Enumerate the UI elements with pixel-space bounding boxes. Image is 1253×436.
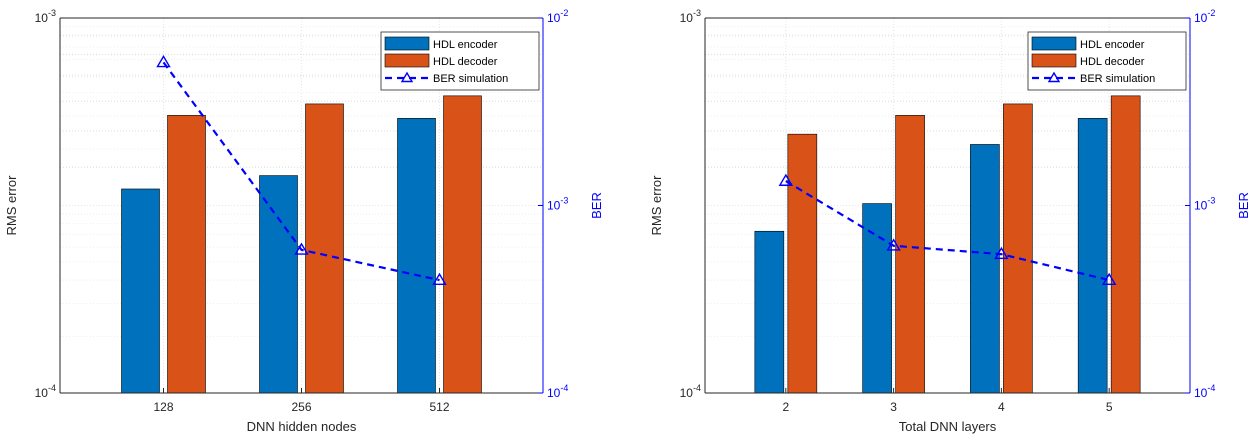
legend-label: HDL decoder — [433, 56, 498, 68]
bar-hdl-decoder — [443, 95, 482, 394]
y2-axis-label: BER — [1236, 192, 1251, 219]
legend-swatch — [384, 36, 430, 51]
ber-simulation-line — [785, 180, 1110, 282]
y-axis-label: RMS error — [4, 175, 19, 236]
x-tick-label: 4 — [998, 400, 1005, 414]
bar-hdl-encoder — [259, 175, 298, 394]
x-tick-label: 3 — [890, 400, 897, 414]
legend-swatch — [1031, 36, 1077, 51]
legend-marker — [1047, 71, 1061, 83]
legend: HDL encoder HDL decoder BER simulation — [1027, 31, 1187, 91]
y2-tick-label: 10-2 — [1194, 8, 1215, 25]
bar-hdl-encoder — [121, 188, 160, 394]
bar-hdl-decoder — [167, 115, 206, 394]
chart-panel-2: 10-4 10-3 10-4 10-3 10-2 2 3 4 5 Total DNN layers… — [649, 8, 1251, 434]
bar-hdl-encoder — [754, 230, 785, 394]
y2-tick-label: 10-3 — [1194, 196, 1215, 213]
y-tick-label: 10-3 — [35, 8, 56, 25]
ber-simulation-line — [162, 61, 440, 282]
legend-marker — [400, 71, 414, 83]
y-axis-label: RMS error — [649, 175, 664, 236]
gridlines — [705, 17, 1190, 394]
ber-simulation-point — [994, 246, 1009, 260]
bar-hdl-decoder — [1110, 95, 1141, 394]
legend-label: HDL encoder — [433, 39, 498, 51]
legend-label: BER simulation — [433, 73, 508, 85]
y2-tick-label: 10-3 — [547, 196, 568, 213]
bars — [754, 95, 1141, 394]
y-tick-label: 10-3 — [680, 8, 701, 25]
x-tick-label: 2 — [782, 400, 789, 414]
ber-simulation-point — [1101, 272, 1117, 286]
x-tick-label: 128 — [153, 400, 173, 414]
y2-tick-label: 10-2 — [547, 8, 568, 25]
bar-hdl-encoder — [862, 203, 892, 394]
legend-label: HDL encoder — [1080, 39, 1145, 51]
legend-label: BER simulation — [1080, 73, 1155, 85]
y2-axis-label: BER — [589, 192, 604, 219]
legend-swatch — [1031, 53, 1077, 68]
bar-hdl-encoder — [397, 118, 436, 394]
x-axis-label: Total DNN layers — [899, 419, 997, 434]
ber-simulation-point — [778, 173, 794, 186]
y-tick-label: 10-4 — [35, 383, 56, 400]
y2-tick-label: 10-4 — [547, 383, 568, 400]
ber-simulation-point — [294, 242, 309, 255]
bars — [121, 95, 482, 394]
legend-swatch — [384, 53, 430, 68]
x-axis-label: DNN hidden nodes — [247, 419, 357, 434]
chart-panel-1: 10-4 10-3 10-4 10-3 10-2 128 256 512 DNN hidden … — [4, 8, 604, 434]
ber-simulation-point — [432, 272, 447, 286]
x-tick-label: 256 — [291, 400, 311, 414]
legend: HDL encoder HDL decoder BER simulation — [380, 31, 540, 91]
bar-hdl-decoder — [895, 115, 925, 394]
y-tick-label: 10-4 — [680, 383, 701, 400]
bar-hdl-encoder — [970, 144, 1000, 394]
ber-simulation-point — [886, 238, 901, 251]
x-tick-label: 512 — [429, 400, 449, 414]
y2-tick-label: 10-4 — [1194, 383, 1215, 400]
bar-hdl-encoder — [1077, 118, 1108, 394]
ber-simulation-point — [156, 54, 171, 68]
x-tick-label: 5 — [1106, 400, 1113, 414]
legend-label: HDL decoder — [1080, 56, 1145, 68]
bar-hdl-decoder — [1003, 103, 1033, 394]
bar-hdl-decoder — [305, 103, 344, 394]
bar-hdl-decoder — [787, 133, 818, 394]
